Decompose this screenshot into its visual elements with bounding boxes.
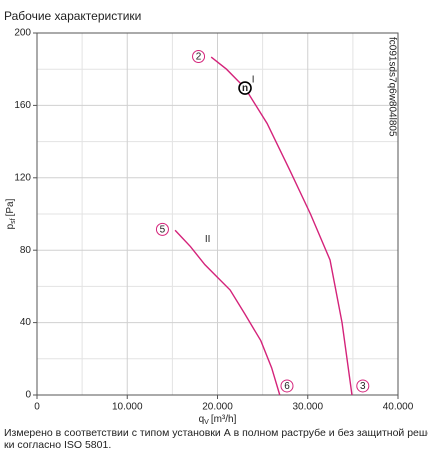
x-label-unit: [m³/h] xyxy=(211,414,237,425)
footnote: ки согласно ISO 5801. xyxy=(4,439,111,451)
marker-circle xyxy=(356,379,370,393)
x-tick-label: 40.000 xyxy=(383,402,414,413)
y-tick-label: 120 xyxy=(14,172,31,183)
marker-label: 6 xyxy=(284,381,290,392)
y-tick-label: 0 xyxy=(25,390,31,401)
x-label-main: q xyxy=(199,414,205,425)
marker-circle xyxy=(155,222,169,236)
footnote: Измерено в соответствии с типом установк… xyxy=(4,427,428,439)
x-tick-label: 20.000 xyxy=(202,402,233,413)
y-tick-label: 200 xyxy=(14,28,31,39)
marker-label: 3 xyxy=(360,381,366,392)
marker-label: 5 xyxy=(160,225,166,236)
y-tick-label: 40 xyxy=(20,317,32,328)
x-tick-label: 30.000 xyxy=(292,402,323,413)
marker-circle xyxy=(192,50,206,64)
curve xyxy=(174,229,281,396)
x-tick-label: 0 xyxy=(34,402,40,413)
y-axis-label: psf [Pa] xyxy=(5,198,17,229)
chart-title: Рабочие характеристики xyxy=(4,9,141,23)
code-label: fc091sds7q6w804l805 xyxy=(386,37,397,137)
y-label-main: p xyxy=(5,223,16,229)
y-tick-label: 160 xyxy=(14,100,31,111)
marker-circle xyxy=(280,379,294,393)
x-label-sub: V xyxy=(204,419,209,426)
y-label-unit: [Pa] xyxy=(5,198,16,216)
marker-label: n xyxy=(242,83,248,94)
series-label: II xyxy=(205,234,211,245)
x-tick-label: 10.000 xyxy=(112,402,143,413)
y-tick-label: 80 xyxy=(20,245,32,256)
plot-frame xyxy=(36,32,399,396)
curve xyxy=(210,56,353,396)
series-label: I xyxy=(252,75,255,86)
x-axis-label: qV [m³/h] xyxy=(199,414,237,426)
marker-label: 2 xyxy=(196,52,202,63)
marker-circle xyxy=(238,81,252,95)
y-label-sub: sf xyxy=(10,218,17,224)
